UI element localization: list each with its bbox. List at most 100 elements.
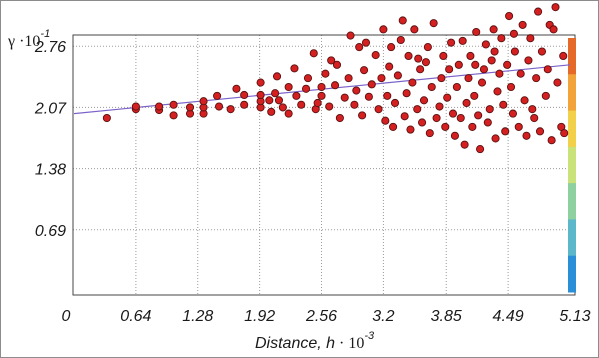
data-point bbox=[514, 122, 523, 131]
data-point bbox=[491, 134, 500, 143]
data-point bbox=[429, 19, 438, 28]
data-point bbox=[155, 102, 164, 111]
data-point bbox=[381, 116, 390, 125]
data-point bbox=[313, 98, 322, 108]
colorbar-segment bbox=[568, 255, 576, 293]
data-point bbox=[408, 78, 417, 87]
data-point bbox=[303, 74, 313, 83]
data-point bbox=[169, 111, 178, 120]
data-point bbox=[560, 129, 569, 138]
data-point bbox=[472, 27, 481, 37]
y-tick-label: 2.07 bbox=[34, 100, 67, 117]
data-point bbox=[131, 102, 140, 111]
data-point bbox=[474, 111, 483, 120]
data-point bbox=[450, 131, 459, 140]
data-point bbox=[256, 90, 265, 100]
data-point bbox=[240, 90, 249, 100]
data-point bbox=[532, 74, 541, 83]
data-point bbox=[346, 31, 355, 40]
data-point bbox=[199, 97, 208, 106]
data-point bbox=[520, 96, 529, 105]
data-point bbox=[432, 113, 441, 123]
data-point bbox=[361, 38, 371, 47]
data-point bbox=[445, 65, 454, 74]
x-tick-labels: 0 0.64 1.28 1.92 2.56 3.2 3.85 4.49 5.13 bbox=[62, 308, 591, 325]
data-point bbox=[506, 82, 516, 92]
data-point bbox=[284, 109, 293, 118]
data-point bbox=[437, 74, 446, 83]
x-tick-label: 1.28 bbox=[182, 308, 213, 325]
colorbar-segment bbox=[568, 110, 576, 148]
data-point bbox=[481, 40, 490, 49]
data-point bbox=[435, 102, 444, 111]
x-tick-label: 1.92 bbox=[244, 308, 275, 325]
data-point bbox=[466, 51, 475, 61]
data-point bbox=[367, 80, 376, 89]
data-point bbox=[501, 127, 510, 136]
x-tick-label: 4.49 bbox=[493, 308, 524, 325]
data-point bbox=[443, 93, 452, 102]
data-point bbox=[479, 65, 488, 74]
data-point bbox=[476, 145, 485, 154]
data-point bbox=[524, 56, 533, 65]
data-point bbox=[396, 35, 405, 45]
data-point bbox=[505, 11, 514, 21]
data-point bbox=[332, 60, 342, 69]
y-tick-label: 2.76 bbox=[34, 39, 66, 56]
x-axis-title: Distance, h · 10-3 bbox=[255, 330, 375, 352]
data-point bbox=[547, 136, 556, 145]
data-point bbox=[387, 43, 396, 52]
data-point bbox=[534, 7, 543, 16]
data-point bbox=[414, 54, 423, 63]
data-point bbox=[390, 98, 400, 108]
data-point bbox=[297, 100, 306, 109]
data-point bbox=[406, 125, 415, 134]
data-point bbox=[468, 122, 477, 131]
data-point bbox=[385, 62, 394, 71]
data-point bbox=[404, 51, 413, 61]
data-point bbox=[551, 3, 560, 12]
data-point bbox=[267, 107, 276, 116]
y-axis-multiplier: ·10 bbox=[15, 33, 40, 50]
colorbar-segment bbox=[568, 219, 576, 257]
data-point bbox=[528, 105, 537, 114]
grid bbox=[73, 35, 575, 295]
x-axis-label: Distance, h bbox=[255, 335, 335, 352]
data-point bbox=[448, 109, 458, 118]
x-tick-label: 0.64 bbox=[120, 308, 151, 325]
data-point bbox=[508, 109, 518, 118]
data-point bbox=[284, 82, 293, 92]
data-point bbox=[350, 100, 359, 109]
data-point bbox=[393, 71, 402, 80]
data-point bbox=[464, 74, 473, 83]
data-point bbox=[452, 82, 461, 92]
data-point bbox=[274, 96, 284, 105]
data-point bbox=[213, 91, 222, 100]
data-point bbox=[371, 51, 380, 60]
data-point bbox=[541, 91, 550, 100]
y-tick-label: 0.69 bbox=[35, 223, 66, 240]
data-point bbox=[214, 102, 224, 111]
x-axis-exponent: -3 bbox=[364, 330, 375, 342]
data-point bbox=[379, 25, 388, 34]
data-point bbox=[169, 100, 178, 109]
data-point bbox=[327, 56, 336, 65]
data-point bbox=[427, 82, 436, 92]
data-point bbox=[309, 49, 318, 58]
data-point bbox=[240, 100, 249, 109]
data-point bbox=[271, 89, 280, 98]
x-tick-label: 5.13 bbox=[559, 308, 590, 325]
data-point bbox=[471, 60, 480, 69]
data-point bbox=[477, 78, 487, 87]
data-point bbox=[355, 43, 364, 52]
data-point bbox=[522, 131, 531, 140]
y-tick-label: 1.38 bbox=[35, 162, 66, 179]
data-point bbox=[317, 82, 326, 92]
data-point bbox=[383, 91, 392, 100]
data-point bbox=[265, 96, 274, 105]
data-point bbox=[358, 111, 367, 120]
data-point bbox=[272, 72, 282, 81]
data-point bbox=[495, 69, 504, 78]
colorbar-segment bbox=[568, 38, 576, 75]
